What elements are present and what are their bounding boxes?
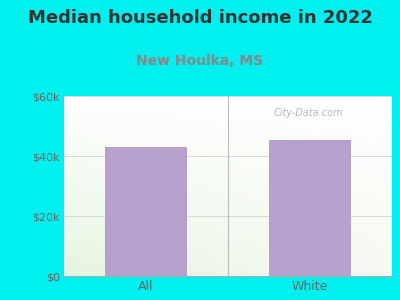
- Text: New Houlka, MS: New Houlka, MS: [136, 54, 264, 68]
- Text: City-Data.com: City-Data.com: [274, 108, 344, 118]
- Text: Median household income in 2022: Median household income in 2022: [28, 9, 372, 27]
- Bar: [269, 140, 351, 276]
- Bar: [105, 147, 187, 276]
